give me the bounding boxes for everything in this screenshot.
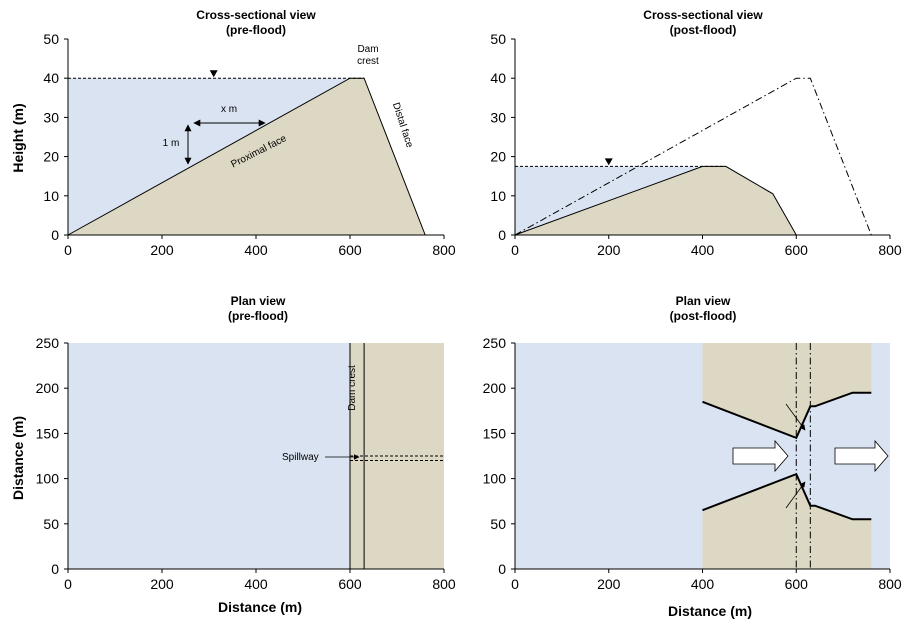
x-tick-label: 0 — [64, 242, 72, 258]
y-tick-label: 20 — [43, 149, 59, 165]
north-breach-edge — [702, 391, 872, 440]
water-level-marker-icon — [209, 70, 218, 78]
y-tick-label: 0 — [498, 561, 506, 577]
y-tick-label: 10 — [490, 188, 506, 204]
x-tick-label: 800 — [432, 242, 456, 258]
y-tick-label: 250 — [36, 335, 60, 351]
north-bank-land — [702, 343, 872, 438]
x-tick-label: 600 — [338, 576, 362, 592]
panel-plan-view-pre-flood: Plan view (pre-flood) 0 200 400 600 800 0 50 10… — [10, 294, 456, 615]
y-tick-label: 50 — [490, 31, 506, 47]
y-tick-label: 30 — [43, 109, 59, 125]
panel-title-line2: (post-flood) — [670, 23, 737, 37]
y-axis-label: Distance (m) — [10, 416, 26, 500]
distal-face-label: Distal face — [390, 101, 415, 149]
y-tick-label: 50 — [43, 31, 59, 47]
axes: 0 200 400 600 800 0 50 100 150 200 250 — [36, 335, 456, 592]
y-tick-label: 40 — [43, 70, 59, 86]
x-tick-label: 400 — [244, 242, 268, 258]
y-tick-label: 20 — [490, 149, 506, 165]
panel-title-line1: Cross-sectional view — [643, 8, 763, 22]
x-tick-label: 400 — [244, 576, 268, 592]
water-level-marker-icon — [604, 158, 613, 166]
panel-title-line2: (pre-flood) — [228, 309, 288, 323]
axes: 0 200 400 600 800 0 10 20 30 40 50 — [43, 31, 455, 258]
erosion-pointer-arrow — [785, 481, 806, 509]
panel-title-line2: (pre-flood) — [226, 23, 286, 37]
axes: 0 200 400 600 800 0 10 20 30 40 50 — [490, 31, 901, 258]
south-bank-land — [702, 474, 872, 569]
x-tick-label: 0 — [511, 576, 519, 592]
reservoir-water — [68, 343, 350, 569]
y-tick-label: 10 — [43, 188, 59, 204]
x-tick-label: 0 — [511, 242, 519, 258]
y-tick-label: 0 — [498, 227, 506, 243]
dam-crest-label: Dam crest — [347, 365, 358, 411]
x-tick-label: 600 — [785, 242, 809, 258]
x-tick-label: 600 — [338, 242, 362, 258]
panel-plan-view-post-flood: Plan view (post-flood) 0 200 400 600 800 0 50 1… — [483, 294, 902, 619]
y-tick-label: 30 — [490, 109, 506, 125]
x-tick-label: 800 — [878, 576, 902, 592]
y-tick-label: 0 — [51, 227, 59, 243]
y-tick-label: 150 — [483, 425, 507, 441]
x-axis-label: Distance (m) — [218, 599, 302, 615]
panel-title-line1: Plan view — [231, 294, 286, 308]
y-tick-label: 50 — [43, 516, 59, 532]
x-tick-label: 200 — [597, 242, 621, 258]
panel-title-line2: (post-flood) — [670, 309, 737, 323]
flow-direction-arrow-icon — [834, 439, 889, 473]
x-tick-label: 200 — [150, 242, 174, 258]
x-tick-label: 800 — [878, 242, 902, 258]
panel-cross-section-pre-flood: Cross-sectional view (pre-flood) 0 200 400… — [10, 8, 456, 258]
y-tick-label: 0 — [51, 561, 59, 577]
erosion-pointer-arrow — [785, 403, 806, 431]
dam-crest-label-line1: Dam — [357, 44, 378, 55]
x-tick-label: 200 — [150, 576, 174, 592]
original-dam-outline — [514, 77, 872, 236]
x-tick-label: 200 — [597, 576, 621, 592]
y-axis-label: Height (m) — [10, 103, 26, 172]
flow-direction-arrow-icon — [732, 439, 789, 473]
y-tick-label: 250 — [483, 335, 507, 351]
x-tick-label: 400 — [691, 576, 715, 592]
x-tick-label: 0 — [64, 576, 72, 592]
south-breach-edge — [702, 472, 872, 521]
axes: 0 200 400 600 800 0 50 100 150 200 250 — [483, 335, 902, 592]
panel-title-line1: Cross-sectional view — [196, 8, 316, 22]
x-tick-label: 600 — [785, 576, 809, 592]
y-tick-label: 50 — [490, 516, 506, 532]
y-tick-label: 200 — [483, 380, 507, 396]
y-tick-label: 100 — [36, 471, 60, 487]
x-tick-label: 800 — [432, 576, 456, 592]
x-m-label: x m — [221, 104, 237, 115]
y-tick-label: 200 — [36, 380, 60, 396]
y-tick-label: 40 — [490, 70, 506, 86]
y-tick-label: 100 — [483, 471, 507, 487]
panel-cross-section-post-flood: Cross-sectional view (post-flood) 0 200 40… — [490, 8, 901, 258]
spillway-label: Spillway — [282, 452, 319, 463]
x-tick-label: 400 — [691, 242, 715, 258]
one-m-label: 1 m — [163, 138, 180, 149]
y-tick-label: 150 — [36, 425, 60, 441]
x-axis-label: Distance (m) — [668, 603, 752, 619]
panel-title-line1: Plan view — [676, 294, 731, 308]
dam-crest-label-line2: crest — [357, 56, 379, 67]
